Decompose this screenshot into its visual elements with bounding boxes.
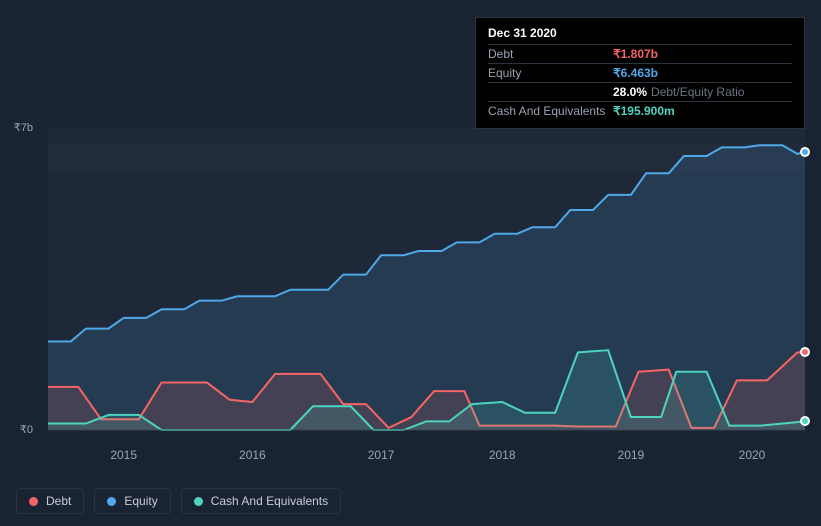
legend-item[interactable]: Debt	[16, 488, 84, 514]
x-axis-label: 2019	[618, 448, 645, 462]
tooltip-row: 28.0% Debt/Equity Ratio	[488, 82, 792, 101]
chart-area: ₹0 ₹7b	[0, 100, 821, 450]
x-axis-label: 2020	[739, 448, 766, 462]
x-axis-label: 2015	[110, 448, 137, 462]
tooltip-date: Dec 31 2020	[488, 26, 792, 40]
tooltip-row-label: Equity	[488, 66, 613, 80]
legend: Debt Equity Cash And Equivalents	[16, 488, 341, 514]
tooltip-row-label: Debt	[488, 47, 613, 61]
chart-marker	[800, 147, 810, 157]
tooltip-row-value: ₹195.900m	[613, 104, 675, 118]
legend-dot-icon	[107, 497, 116, 506]
tooltip-row-label: Cash And Equivalents	[488, 104, 613, 118]
chart-marker	[800, 347, 810, 357]
x-axis-label: 2016	[239, 448, 266, 462]
legend-item[interactable]: Equity	[94, 488, 170, 514]
chart-marker	[800, 416, 810, 426]
tooltip-row-value: ₹1.807b	[613, 47, 658, 61]
y-axis-label: ₹0	[3, 423, 33, 436]
legend-label: Cash And Equivalents	[211, 494, 328, 508]
x-axis-label: 2017	[368, 448, 395, 462]
tooltip-row: Equity₹6.463b	[488, 63, 792, 82]
chart-svg	[0, 100, 821, 460]
tooltip-row-sub: Debt/Equity Ratio	[651, 85, 744, 99]
x-axis-label: 2018	[489, 448, 516, 462]
tooltip-row-value: 28.0%	[613, 85, 647, 99]
legend-label: Equity	[124, 494, 157, 508]
tooltip-row-value: ₹6.463b	[613, 66, 658, 80]
legend-item[interactable]: Cash And Equivalents	[181, 488, 341, 514]
y-axis-label: ₹7b	[3, 121, 33, 134]
legend-label: Debt	[46, 494, 71, 508]
legend-dot-icon	[29, 497, 38, 506]
legend-dot-icon	[194, 497, 203, 506]
tooltip-row: Cash And Equivalents₹195.900m	[488, 101, 792, 120]
x-axis-labels: 2015 2016 2017 2018 2019 2020	[0, 448, 821, 468]
chart-tooltip: Dec 31 2020 Debt₹1.807bEquity₹6.463b28.0…	[475, 17, 805, 129]
tooltip-row: Debt₹1.807b	[488, 44, 792, 63]
tooltip-row-label	[488, 85, 613, 99]
